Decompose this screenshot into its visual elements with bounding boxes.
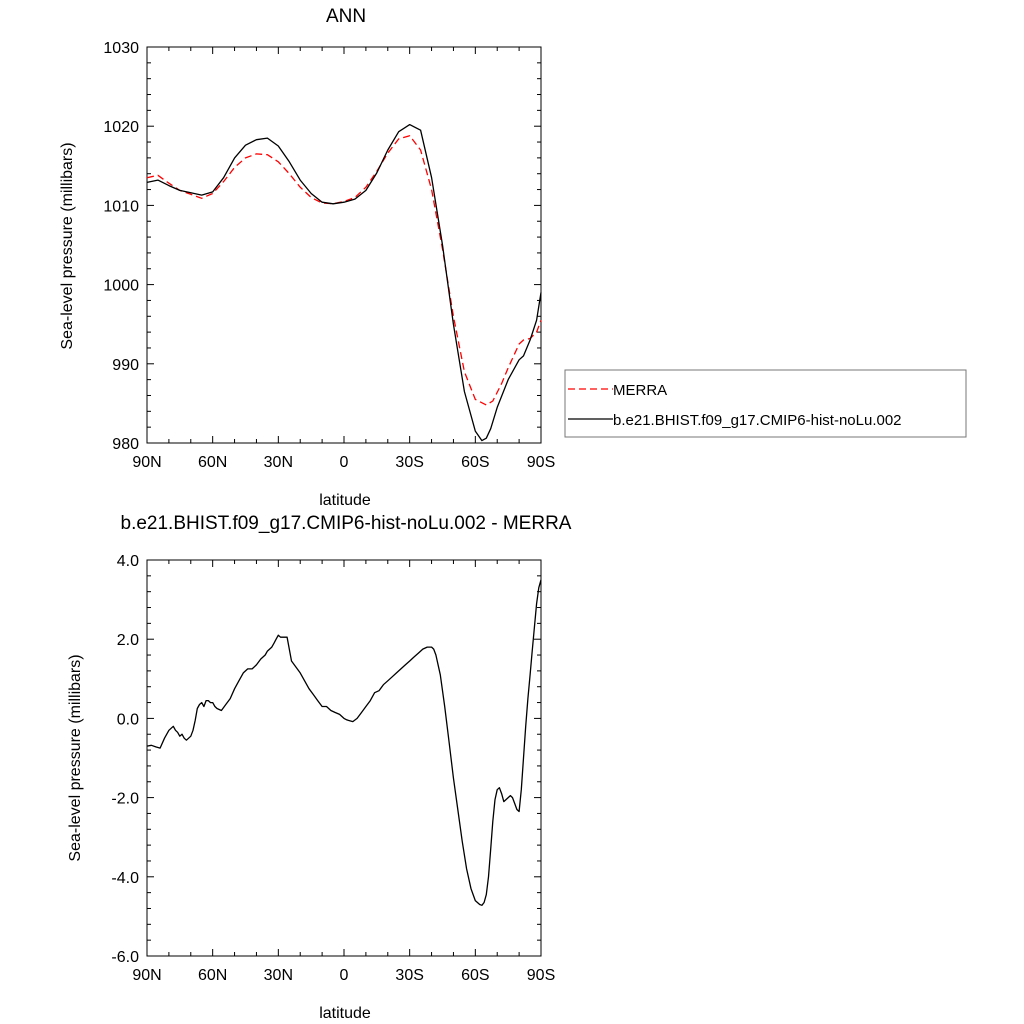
top-chart: ANN 90N 60N 30N 0 30S 60S 90S 980 990 1000 1010 102…: [59, 6, 967, 509]
axis-ticks: 90N 60N 30N 0 30S 60S 90S 980 990 1000 1010 1020 103…: [103, 40, 555, 471]
x-tick-label: 60N: [198, 454, 227, 471]
x-tick-label: 30S: [395, 967, 423, 984]
chart-title: ANN: [326, 6, 366, 27]
x-tick-label: 60S: [461, 454, 489, 471]
y-tick-label: 0.0: [117, 711, 139, 728]
x-axis-label: latitude: [319, 1005, 371, 1022]
series-line-difference: [146, 579, 542, 906]
y-tick-label: 980: [112, 436, 139, 453]
series-lines: [146, 123, 542, 442]
x-tick-label: 30N: [264, 967, 293, 984]
series-line-merra: [146, 135, 542, 406]
legend: MERRA b.e21.BHIST.f09_g17.CMIP6-hist-noL…: [564, 369, 967, 438]
plot-frame: [146, 46, 542, 444]
x-tick-label: 90S: [527, 967, 555, 984]
x-tick-label: 90S: [527, 454, 555, 471]
x-tick-label: 60S: [461, 967, 489, 984]
y-axis-label: Sea-level pressure (millibars): [59, 142, 76, 349]
axis-ticks: 90N 60N 30N 0 30S 60S 90S -6.0 -4.0 -2.0 0.0 2.0 4.0: [111, 553, 555, 984]
y-axis-label: Sea-level pressure (millibars): [67, 654, 84, 861]
bottom-chart: b.e21.BHIST.f09_g17.CMIP6-hist-noLu.002 …: [67, 513, 572, 1022]
x-tick-label: 60N: [198, 967, 227, 984]
x-tick-label: 0: [340, 454, 349, 471]
y-tick-label: 1030: [103, 40, 139, 57]
y-tick-label: 990: [112, 357, 139, 374]
series-lines: [146, 579, 542, 906]
legend-label-merra: MERRA: [613, 382, 667, 399]
x-tick-label: 30N: [264, 454, 293, 471]
plot-frame: [146, 559, 542, 957]
x-tick-label: 0: [340, 967, 349, 984]
chart-title: b.e21.BHIST.f09_g17.CMIP6-hist-noLu.002 …: [121, 513, 572, 534]
series-line-b-e21-bhist-f09-g17-cmip6-hist-nolu-002: [146, 123, 542, 442]
legend-box: [564, 369, 967, 438]
y-tick-label: 2.0: [117, 632, 139, 649]
y-tick-label: 1010: [103, 198, 139, 215]
y-tick-label: 4.0: [117, 553, 139, 570]
y-tick-label: -6.0: [111, 949, 139, 966]
x-tick-label: 90N: [132, 454, 161, 471]
y-tick-label: -4.0: [111, 870, 139, 887]
y-tick-label: 1020: [103, 119, 139, 136]
x-tick-label: 30S: [395, 454, 423, 471]
legend-label-model: b.e21.BHIST.f09_g17.CMIP6-hist-noLu.002: [613, 412, 902, 429]
y-tick-label: -2.0: [111, 791, 139, 808]
y-tick-label: 1000: [103, 278, 139, 295]
x-axis-label: latitude: [319, 492, 371, 509]
x-tick-label: 90N: [132, 967, 161, 984]
